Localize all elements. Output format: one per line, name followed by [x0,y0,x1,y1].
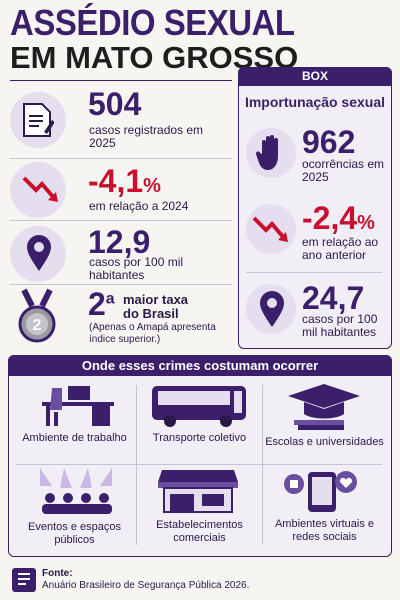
place-label: Estabelecimentos comerciais [156,519,243,544]
stop-hand-icon [256,135,278,170]
place-label: Ambiente de trabalho [22,432,127,444]
stat-label: casos registrados em 2025 [89,123,204,150]
place-label: Eventos e espaços públicos [28,521,121,546]
divider [10,284,232,285]
stat-number: 2 [88,286,106,322]
box-title: Importunação sexual [244,94,386,110]
source-text: Anuário Brasileiro de Segurança Pública … [42,580,250,591]
box-tag: BOX [238,67,392,86]
divider [16,464,382,465]
document-icon [23,103,54,137]
school-icon [288,384,360,430]
place-label: Transporte coletivo [152,432,247,444]
stat-label: casos por 100 mil habitantes [302,312,378,339]
divider [136,385,137,545]
event-icon [40,468,112,514]
store-icon [158,470,238,513]
stat-note: (Apenas o Amapá apresenta índice superio… [89,322,216,345]
divider [10,158,232,159]
location-pin-icon [27,235,51,271]
stat-label: maior taxa do Brasil [123,292,189,321]
social-icon [284,471,357,512]
place-label: Ambientes virtuais e redes sociais [274,518,375,543]
bus-icon [152,386,246,427]
place-label: Escolas e universidades [265,436,384,448]
stat-value: 504 [88,86,142,122]
stat-label: casos por 100 mil habitantes [89,255,184,282]
office-icon [42,386,114,426]
stat-number: -2,4 [302,200,358,236]
location-pin-icon [260,291,284,327]
stat-label: ocorrências em 2025 [302,157,385,184]
stat-number: -4,1 [88,163,144,199]
stat-unit: % [143,175,161,197]
medal-icon: 2 [18,288,56,343]
divider [246,272,382,273]
stat-value: 12,9 [88,224,151,260]
title-line-1: ASSÉDIO SEXUAL [10,2,295,43]
stat-value: -2,4% [302,200,375,237]
divider [10,220,232,221]
stat-value: 962 [302,124,356,160]
svg-text:2: 2 [33,317,42,334]
stat-label: em relação ao ano anterior [302,235,379,262]
trend-down-icon [22,176,58,202]
icon-bg [246,204,296,254]
divider [262,385,263,545]
source-icon [12,568,36,592]
stat-superscript: a [105,290,115,308]
stat-value: -4,1% [88,163,161,200]
trend-down-icon [252,216,288,242]
stat-value: 2a [88,286,115,323]
stat-unit: % [357,212,375,234]
divider [10,80,232,81]
stat-label: em relação a 2024 [89,199,189,213]
places-title: Onde esses crimes costumam ocorrer [8,355,392,376]
source-label: Fonte: [42,568,73,579]
stat-value: 24,7 [302,280,365,316]
